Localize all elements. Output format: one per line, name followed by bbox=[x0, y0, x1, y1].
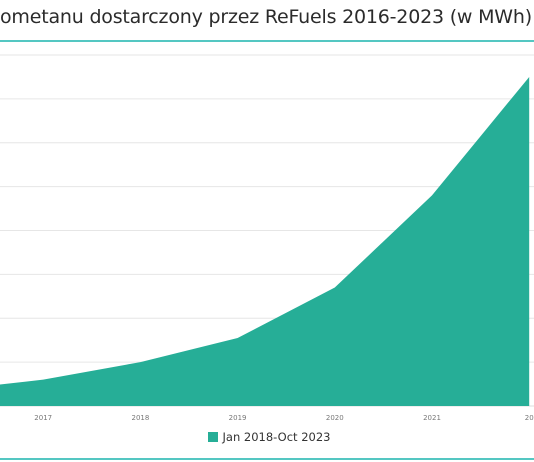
x-tick-label: 2021 bbox=[423, 414, 441, 422]
title-divider bbox=[0, 40, 534, 42]
x-tick-label: 2017 bbox=[34, 414, 52, 422]
legend-swatch bbox=[207, 432, 218, 442]
x-tick-label: 2018 bbox=[131, 414, 149, 422]
x-tick-label: 20 bbox=[525, 414, 534, 422]
legend-label: Jan 2018-Oct 2023 bbox=[222, 430, 331, 444]
bottom-divider bbox=[0, 458, 534, 460]
chart-title: ometanu dostarczony przez ReFuels 2016-2… bbox=[0, 6, 532, 28]
area-series-jan-2018-oct-2023 bbox=[0, 76, 530, 406]
x-tick-label: 2019 bbox=[229, 414, 247, 422]
series-area bbox=[0, 76, 530, 406]
legend: Jan 2018-Oct 2023 bbox=[2, 430, 534, 444]
x-axis-ticks: 2017 2018 2019 2020 2021 20 bbox=[34, 414, 533, 422]
x-tick-label: 2020 bbox=[326, 414, 344, 422]
